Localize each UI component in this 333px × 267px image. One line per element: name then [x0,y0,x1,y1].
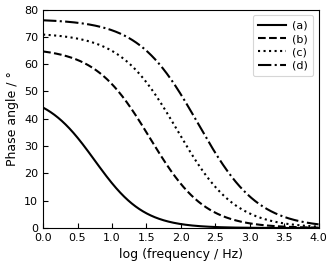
(d) [55,19,59,23]
(a) [309,226,313,230]
(a) [258,226,262,229]
Legend: (a), (b), (c), (d): (a), (b), (c), (d) [253,15,313,76]
(d) [309,222,313,225]
(c) [41,33,45,36]
(b) [258,223,262,226]
(a) [55,115,59,119]
Line: (c): (c) [43,34,319,227]
(b) [41,50,45,53]
(d) [41,19,45,22]
(d) [258,203,262,206]
(a) [308,226,312,230]
(a) [168,220,172,223]
(d) [175,87,179,90]
(c) [308,225,312,228]
(c) [317,225,321,228]
(b) [317,226,321,229]
(c) [55,34,59,37]
(c) [258,216,262,219]
(a) [41,106,45,109]
(c) [175,128,179,131]
(d) [168,76,172,79]
(b) [55,52,59,56]
(c) [168,116,172,119]
Line: (a): (a) [43,108,319,228]
(c) [309,225,313,228]
(b) [308,226,312,229]
(a) [175,222,179,225]
X-axis label: log (frequency / Hz): log (frequency / Hz) [119,249,243,261]
Line: (b): (b) [43,52,319,228]
(d) [308,222,312,225]
(b) [175,178,179,181]
Y-axis label: Phase angle / °: Phase angle / ° [6,71,19,166]
(a) [317,226,321,230]
Line: (d): (d) [43,20,319,224]
(b) [309,226,313,229]
(d) [317,223,321,226]
(b) [168,167,172,171]
